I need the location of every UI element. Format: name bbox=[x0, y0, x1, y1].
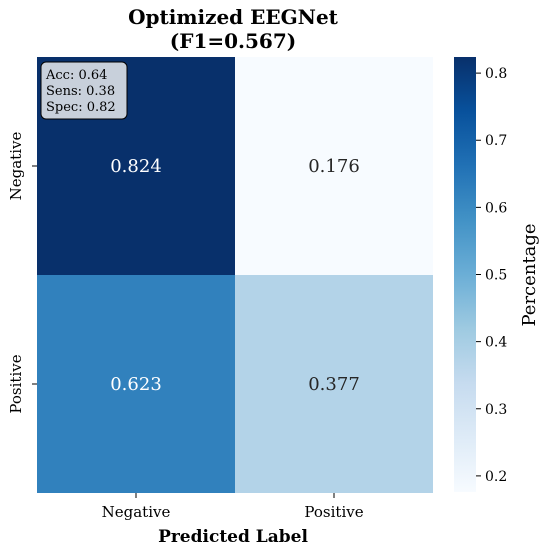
x-axis-title: Predicted Label bbox=[158, 527, 308, 547]
stats-box-background bbox=[40, 61, 128, 120]
colorbar-tick-label-3: 0.5 bbox=[485, 268, 507, 284]
heatmap-cell-label-r0-c1: 0.176 bbox=[308, 156, 360, 177]
heatmap-cell-label-r1-c0: 0.623 bbox=[110, 374, 162, 395]
stats-box: Acc: 0.64 Sens: 0.38 Spec: 0.82 bbox=[40, 61, 128, 120]
stats-sensitivity: Sens: 0.38 bbox=[46, 84, 115, 99]
heatmap-cell-r1-c1 bbox=[235, 275, 433, 493]
heatmap-cells: 0.824 0.176 0.623 0.377 bbox=[37, 57, 433, 493]
colorbar-tick-label-0: 0.2 bbox=[485, 469, 507, 485]
x-tick-label-1: Positive bbox=[304, 503, 363, 521]
y-tick-label-0: Negative bbox=[7, 132, 25, 201]
stats-accuracy: Acc: 0.64 bbox=[45, 68, 107, 83]
x-tick-label-0: Negative bbox=[102, 503, 171, 521]
colorbar-tick-label-4: 0.6 bbox=[485, 200, 507, 216]
chart-title-line2: (F1=0.567) bbox=[170, 29, 296, 53]
colorbar-tick-label-5: 0.7 bbox=[485, 133, 507, 149]
heatmap-cell-r1-c0 bbox=[37, 275, 235, 493]
colorbar: 0.2 0.3 0.4 0.5 0.6 0.7 0.8 Percentage bbox=[454, 57, 540, 492]
heatmap-cell-r0-c1 bbox=[235, 57, 433, 275]
colorbar-title: Percentage bbox=[519, 223, 540, 326]
y-tick-label-1: Positive bbox=[7, 354, 25, 413]
stats-specificity: Spec: 0.82 bbox=[46, 100, 116, 115]
colorbar-ticks: 0.2 0.3 0.4 0.5 0.6 0.7 0.8 bbox=[476, 66, 507, 485]
heatmap-cell-label-r0-c0: 0.824 bbox=[110, 156, 162, 177]
x-axis-ticks: Negative Positive bbox=[102, 493, 364, 521]
chart-title-line1: Optimized EEGNet bbox=[128, 5, 339, 29]
colorbar-tick-label-6: 0.8 bbox=[485, 66, 507, 82]
colorbar-tick-label-1: 0.3 bbox=[485, 402, 507, 418]
colorbar-gradient bbox=[454, 57, 476, 492]
y-axis-ticks: Negative Positive bbox=[7, 132, 37, 414]
colorbar-tick-label-2: 0.4 bbox=[485, 335, 507, 351]
heatmap-cell-label-r1-c1: 0.377 bbox=[308, 374, 360, 395]
